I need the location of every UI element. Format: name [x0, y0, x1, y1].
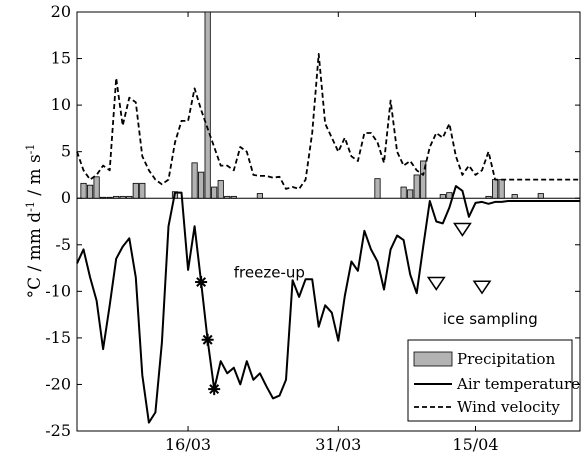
y-tick-label-9: 20 — [51, 2, 71, 21]
freeze-up-marker-2 — [208, 383, 221, 396]
y-tick-label-2: -15 — [45, 328, 71, 347]
precipitation-bar-30 — [537, 193, 544, 199]
x-tick-label-1: 31/03 — [315, 435, 361, 454]
precipitation-bar-9 — [139, 182, 146, 199]
precipitation-bar-7 — [126, 195, 133, 199]
precipitation-bar-29 — [511, 194, 518, 199]
ice-sampling-marker-0 — [426, 276, 446, 291]
freeze-up-marker-1 — [201, 333, 214, 346]
ice-sampling-marker-2 — [472, 280, 492, 295]
x-axis: 16/03 31/03 15/04 — [165, 12, 499, 454]
precipitation-bar-3 — [100, 196, 107, 199]
precipitation-bar-1 — [86, 184, 94, 199]
y-axis-label-part-3: / m s — [25, 154, 45, 201]
precipitation-bar-27 — [491, 179, 499, 199]
precipitation-bar-25 — [446, 192, 453, 199]
air-temperature-line — [76, 185, 580, 424]
precipitation-bar-5 — [113, 195, 120, 199]
y-tick-label-3: -10 — [45, 281, 71, 300]
precipitation-bar-22 — [413, 174, 420, 199]
precipitation-bar-19 — [374, 178, 381, 199]
precipitation-bar-23 — [420, 160, 427, 199]
y-axis-label: °C / mm d-1 / m s-1 — [24, 144, 46, 299]
annotation-ice-sampling: ice sampling — [443, 310, 538, 328]
y-tick-label-7: 10 — [51, 95, 71, 114]
y-tick-label-5: 0 — [61, 188, 71, 207]
precipitation-bar-17 — [230, 195, 237, 199]
x-tick-label-0: 16/03 — [165, 435, 211, 454]
precipitation-bar-26 — [485, 195, 492, 199]
y-tick-label-4: -5 — [55, 235, 71, 254]
y-tick-label-0: -25 — [45, 421, 71, 440]
y-axis-label-part-1: °C / mm d — [25, 212, 45, 299]
precipitation-bar-24 — [439, 194, 446, 199]
precipitation-bar-4 — [106, 196, 113, 199]
y-tick-label-1: -20 — [45, 374, 71, 393]
precipitation-bar-6 — [119, 195, 126, 199]
legend-precipitation-swatch — [413, 351, 453, 367]
precipitation-bar-18 — [256, 193, 263, 199]
plot-frame — [76, 11, 581, 432]
legend-wind-velocity-label: Wind velocity — [457, 398, 560, 416]
precipitation-bar-21 — [407, 189, 414, 199]
precipitation-bars — [80, 11, 544, 199]
legend-air-temperature-label: Air temperature — [456, 375, 580, 393]
precipitation-bar-13 — [204, 11, 211, 199]
y-axis-label-part-2: -1 — [24, 201, 37, 212]
y-axis-label-part-4: -1 — [24, 144, 37, 155]
wind-velocity-line — [76, 53, 580, 190]
y-tick-label-8: 15 — [51, 49, 71, 68]
legend: Precipitation Air temperature Wind veloc… — [407, 339, 580, 422]
legend-box — [407, 339, 573, 422]
ice-sampling-marker-1 — [453, 222, 472, 237]
precipitation-bar-16 — [224, 195, 231, 199]
x-tick-label-2: 15/04 — [452, 435, 498, 454]
precipitation-bar-2 — [93, 176, 100, 199]
precipitation-bar-11 — [191, 162, 198, 199]
annotation-markers — [195, 222, 492, 396]
freeze-up-marker-0 — [195, 276, 208, 289]
precipitation-bar-12 — [198, 171, 205, 199]
precipitation-bar-15 — [217, 180, 224, 199]
legend-precipitation-label: Precipitation — [457, 350, 556, 368]
precipitation-bar-14 — [211, 186, 218, 199]
y-axis: -25 -20 -15 -10 -5 0 5 10 15 20 — [45, 2, 580, 440]
precipitation-bar-28 — [498, 179, 505, 199]
precipitation-bar-0 — [80, 182, 87, 199]
annotation-freeze-up: freeze-up — [234, 263, 305, 281]
precipitation-bar-20 — [400, 186, 407, 199]
y-tick-label-6: 5 — [61, 142, 71, 161]
precipitation-bar-8 — [132, 182, 139, 199]
series-lines — [76, 53, 580, 424]
